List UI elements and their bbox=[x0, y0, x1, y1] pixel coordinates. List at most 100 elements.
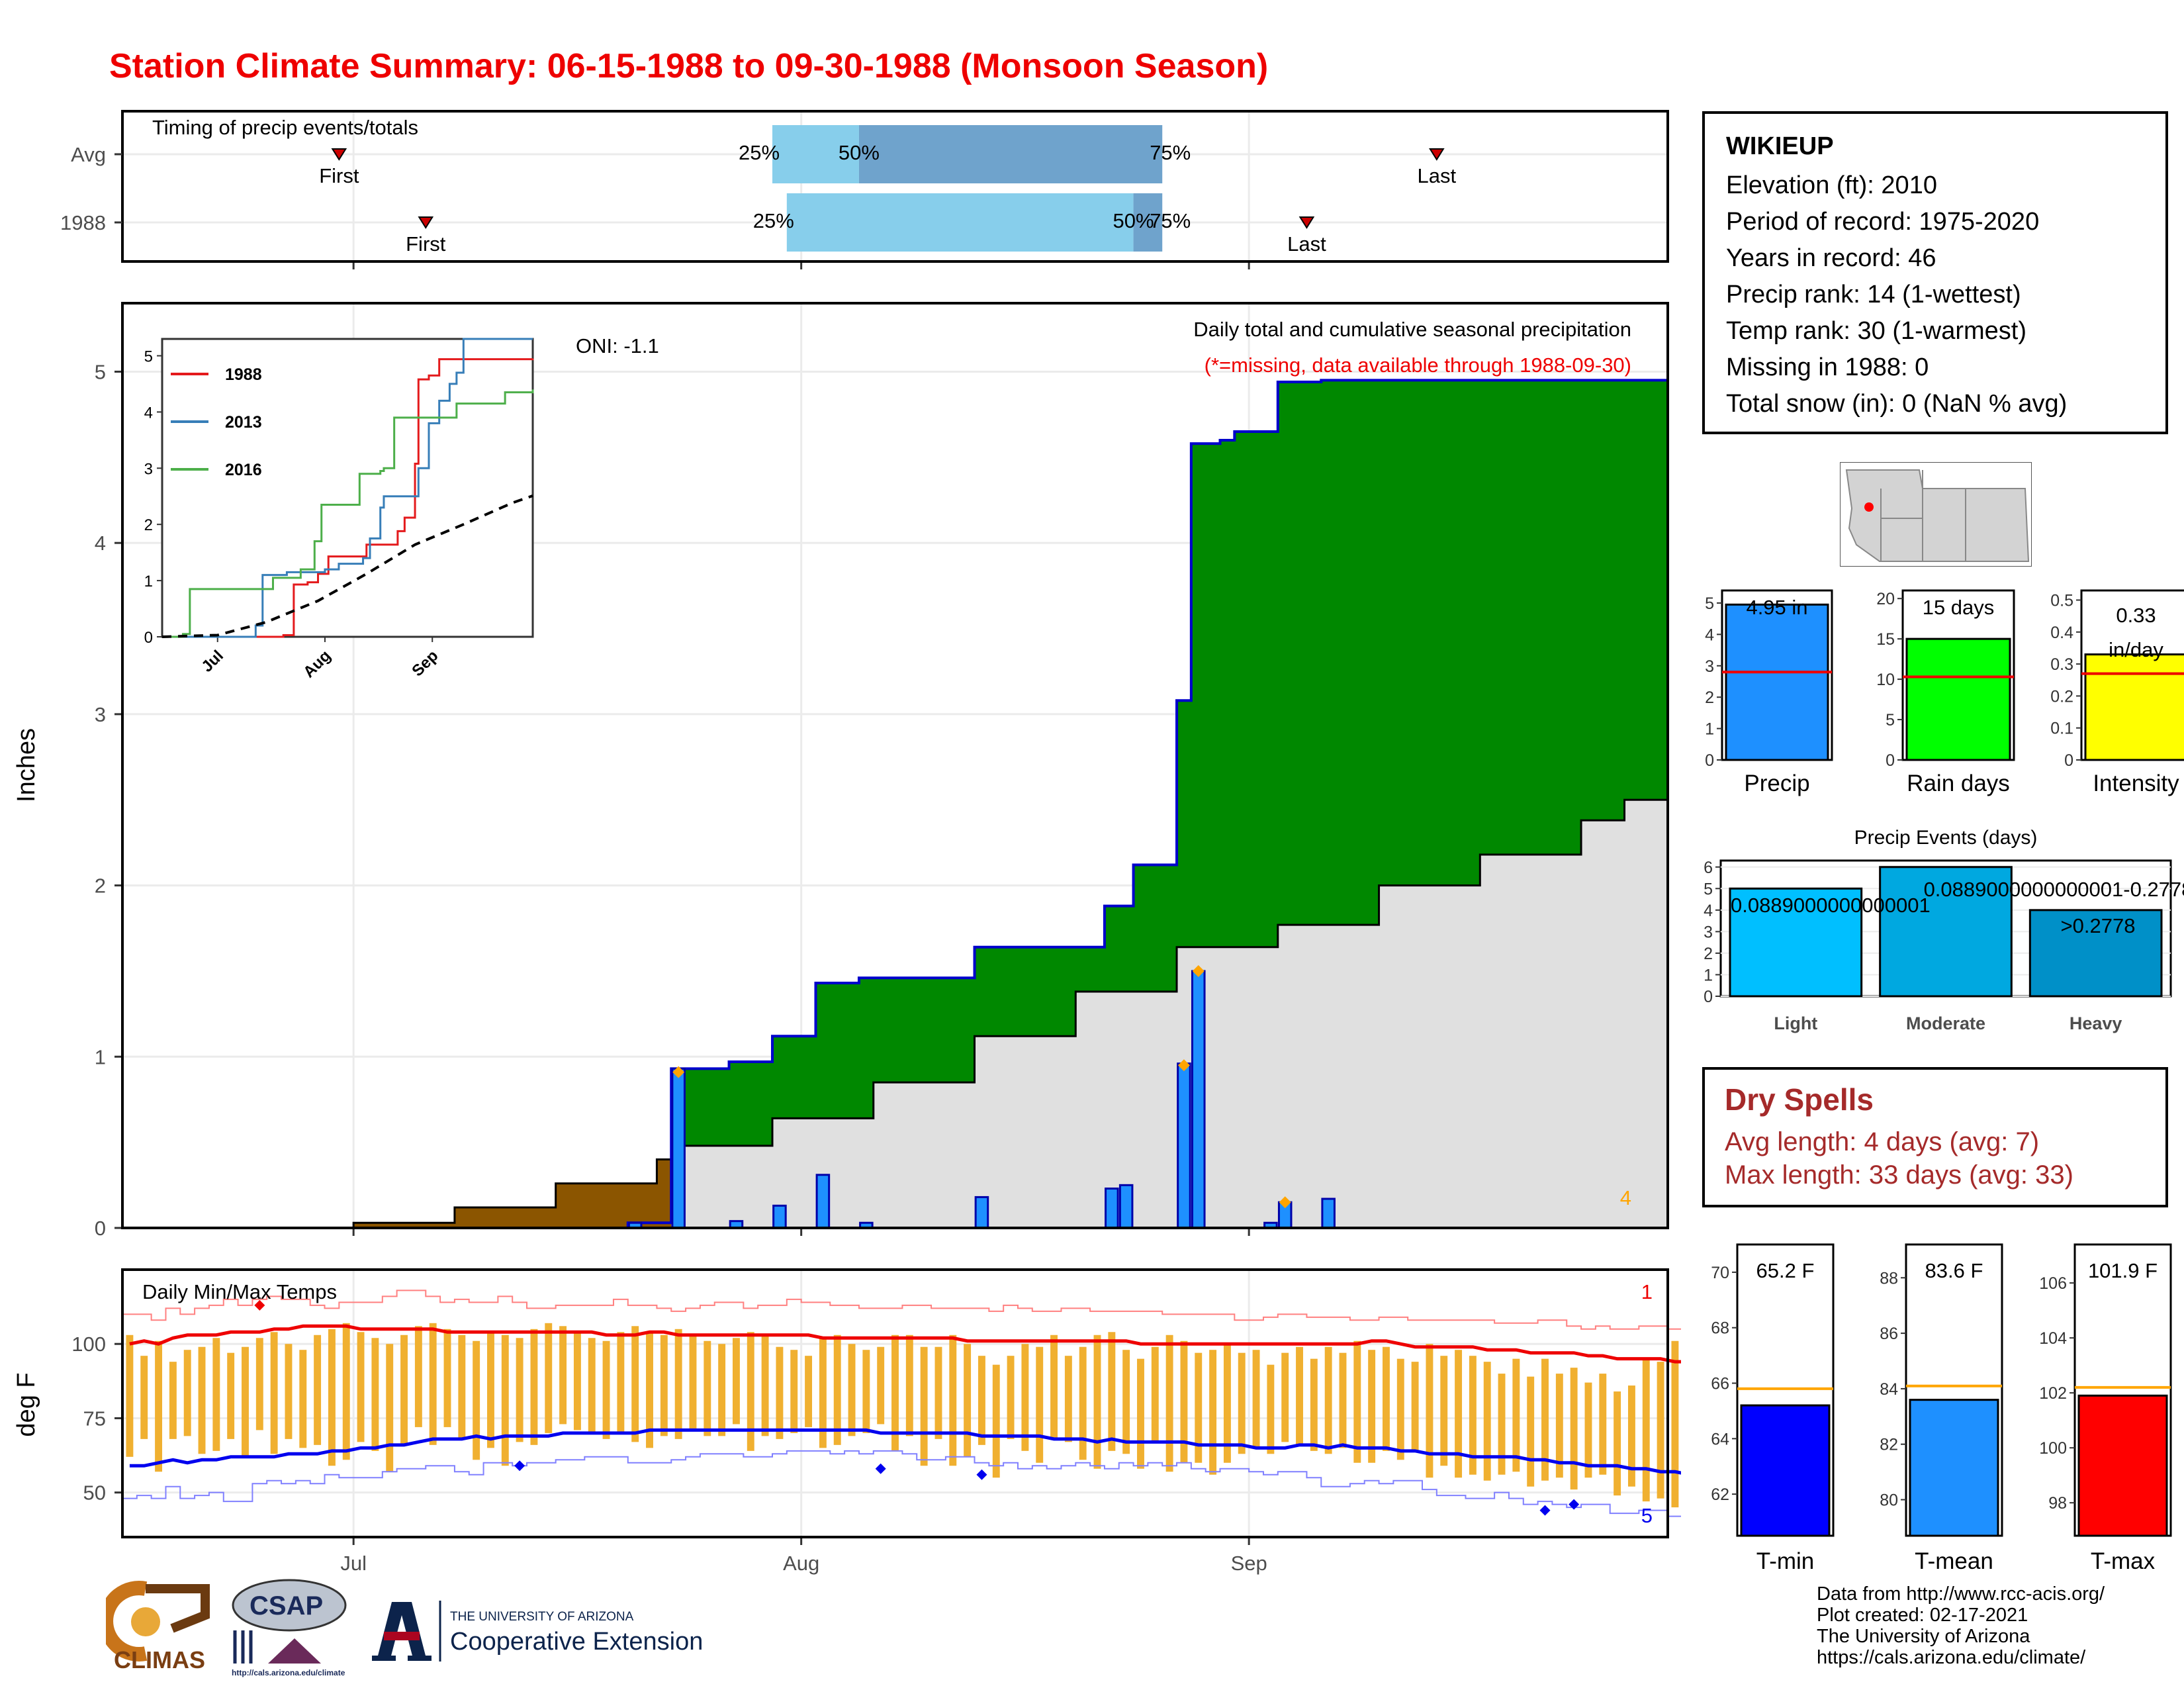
precip-tick-label: 5 bbox=[95, 360, 106, 383]
daily-temp-bar bbox=[140, 1356, 148, 1439]
temp-y-axis-label: deg F bbox=[13, 1372, 40, 1436]
summary-tick-label: 86 bbox=[1880, 1325, 1898, 1343]
summary-tick-label: 70 bbox=[1711, 1264, 1729, 1282]
timing-row-label: 1988 bbox=[60, 211, 106, 234]
daily-precip-bar bbox=[1118, 1184, 1134, 1229]
daily-temp-bar bbox=[1455, 1350, 1463, 1478]
daily-temp-bar bbox=[1281, 1352, 1289, 1442]
daily-precip-marker bbox=[1177, 1059, 1190, 1072]
inset-tick-label: 3 bbox=[144, 460, 153, 478]
daily-temp-bar bbox=[819, 1338, 827, 1448]
daily-temp-bar bbox=[126, 1335, 134, 1457]
daily-temp-bar bbox=[631, 1326, 639, 1442]
station-temp-rank: Temp rank: 30 (1-warmest) bbox=[1726, 317, 2027, 345]
summary-tick-label: 3 bbox=[1705, 657, 1714, 676]
daily-temp-bar bbox=[1353, 1340, 1361, 1463]
events-bar-label: 0.0889000000000001-0.2778 bbox=[1924, 878, 2184, 901]
inset-chart: 0 1 2 3 4 5 Jul Aug Sep 1988 2013 2016 bbox=[144, 338, 534, 681]
dry-spells-max: Max length: 33 days (avg: 33) bbox=[1725, 1160, 2073, 1190]
station-name: WIKIEUP bbox=[1726, 132, 1834, 160]
temp-x-tick-label: Aug bbox=[783, 1552, 819, 1575]
record-low-marker bbox=[1569, 1499, 1580, 1510]
oni-label: ONI: -1.1 bbox=[576, 334, 659, 357]
inset-tick-label: 4 bbox=[144, 404, 153, 422]
temp-x-tick-label: Jul bbox=[340, 1552, 367, 1575]
daily-temp-bar bbox=[487, 1332, 494, 1448]
inset-series-line bbox=[162, 358, 534, 638]
precip-tick-label: 4 bbox=[95, 532, 106, 555]
inset-tick-label: 0 bbox=[144, 629, 153, 647]
daily-temp-bar bbox=[1252, 1350, 1260, 1448]
timing-p25-label: 25% bbox=[739, 141, 780, 164]
cumulative-precip-fill bbox=[671, 380, 1668, 1223]
daily-temp-bar bbox=[573, 1332, 581, 1430]
daily-temp-bar bbox=[689, 1335, 697, 1430]
daily-temp-bar bbox=[588, 1338, 596, 1433]
inset-x-tick-label: Sep bbox=[408, 647, 441, 680]
summary-tick-label: 62 bbox=[1711, 1485, 1729, 1504]
daily-temp-bar bbox=[1555, 1374, 1563, 1478]
credit-line: https://cals.arizona.edu/climate/ bbox=[1817, 1647, 2086, 1668]
station-period: Period of record: 1975-2020 bbox=[1726, 208, 2040, 236]
timing-first-label: First bbox=[319, 164, 359, 187]
daily-temp-bar bbox=[198, 1346, 206, 1454]
page-title: Station Climate Summary: 06-15-1988 to 0… bbox=[109, 47, 1269, 85]
daily-temp-bar bbox=[920, 1346, 928, 1466]
timing-p75-label: 75% bbox=[1150, 141, 1191, 164]
daily-temp-bar bbox=[516, 1338, 523, 1442]
summary-tick-label: 15 bbox=[1876, 630, 1895, 649]
summary-tick-label: 2 bbox=[1705, 688, 1714, 707]
timing-p75-label: 75% bbox=[1150, 209, 1191, 232]
daily-temp-bar bbox=[1527, 1376, 1535, 1487]
summary-title: Intensity bbox=[2093, 771, 2179, 796]
intensity-chart: 0 0.1 0.2 0.3 0.4 0.5 0.33 in/day Intensity bbox=[2050, 589, 2184, 796]
daily-temp-bar bbox=[1396, 1358, 1404, 1460]
daily-temp-bar bbox=[992, 1364, 1000, 1478]
dry-spells-title: Dry Spells bbox=[1725, 1082, 1874, 1117]
daily-temp-bar bbox=[155, 1340, 163, 1472]
summary-tick-label: 0.3 bbox=[2050, 655, 2073, 674]
credit-line: Data from http://www.rcc-acis.org/ bbox=[1817, 1583, 2105, 1605]
daily-temp-bar bbox=[704, 1340, 711, 1436]
temp-corner-bottom: 5 bbox=[1641, 1504, 1653, 1527]
daily-temp-bar bbox=[429, 1323, 437, 1445]
station-location-marker bbox=[1864, 502, 1874, 512]
timing-p50-label: 50% bbox=[839, 141, 880, 164]
inset-legend-label: 1988 bbox=[225, 365, 262, 384]
temp-tick-label: 50 bbox=[83, 1481, 106, 1505]
inset-tick-label: 1 bbox=[144, 573, 153, 590]
daily-temp-bar bbox=[1599, 1374, 1607, 1475]
inset-series-line bbox=[162, 389, 534, 638]
daily-precip-marker bbox=[1279, 1196, 1291, 1209]
events-tick-label: 2 bbox=[1704, 945, 1713, 963]
daily-temp-bar bbox=[1411, 1362, 1419, 1451]
daily-temp-bar bbox=[458, 1335, 466, 1439]
daily-precip-bar bbox=[1177, 1062, 1191, 1229]
daily-temp-bar bbox=[1642, 1358, 1650, 1502]
daily-temp-bar bbox=[1238, 1352, 1246, 1454]
events-bar-label: 0.0889000000000001 bbox=[1731, 894, 1931, 917]
daily-temp-bar bbox=[848, 1344, 856, 1436]
summary-tick-label: 98 bbox=[2048, 1494, 2067, 1513]
inset-x-tick-label: Jul bbox=[198, 647, 227, 676]
summary-title: T-mean bbox=[1915, 1548, 1993, 1574]
tmin-chart: 62 64 66 68 70 65.2 F T-min bbox=[1711, 1243, 1835, 1574]
daily-temp-bar bbox=[949, 1335, 957, 1466]
summary-tick-label: 100 bbox=[2039, 1439, 2067, 1458]
daily-temp-bar bbox=[242, 1346, 249, 1457]
daily-precip-bar bbox=[772, 1204, 787, 1229]
summary-value-bar bbox=[2084, 653, 2184, 761]
daily-temp-bar bbox=[833, 1335, 841, 1445]
climas-logo: CLIMAS bbox=[106, 1581, 210, 1673]
summary-tick-label: 102 bbox=[2039, 1384, 2067, 1403]
summary-tick-label: 0.1 bbox=[2050, 720, 2073, 738]
summary-title: Precip bbox=[1744, 771, 1809, 796]
daily-temp-bar bbox=[1570, 1368, 1578, 1490]
daily-temp-bar bbox=[501, 1335, 509, 1466]
summary-tick-label: 66 bbox=[1711, 1375, 1729, 1393]
daily-temp-bar bbox=[1296, 1346, 1303, 1445]
daily-temp-bar bbox=[1007, 1356, 1015, 1439]
daily-temp-bar bbox=[285, 1344, 293, 1439]
rain-days-chart: 0 5 10 15 20 15 days Rain days bbox=[1876, 589, 2015, 796]
